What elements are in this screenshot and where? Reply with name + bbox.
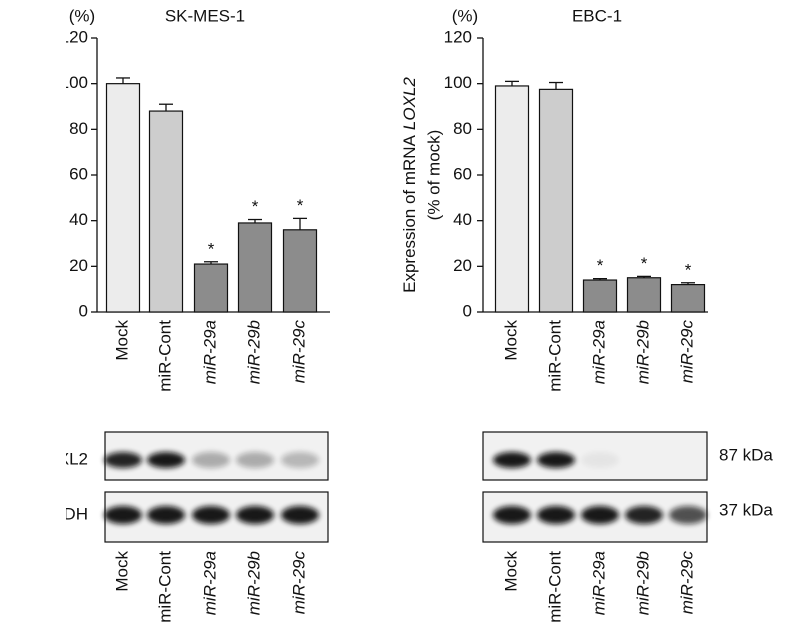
y-tick-label: 60 xyxy=(453,164,472,183)
error-bar xyxy=(293,217,307,230)
error-bar xyxy=(549,81,563,90)
y-axis-label-part: LOXL2 xyxy=(400,77,419,130)
blot-band xyxy=(192,452,230,468)
blot-band xyxy=(493,506,531,524)
blot-band xyxy=(581,452,619,468)
blot-band xyxy=(192,506,230,524)
y-tick-label: 100 xyxy=(444,73,472,92)
blot-band xyxy=(537,506,575,524)
bar xyxy=(282,229,318,313)
error-bar xyxy=(204,261,218,265)
significance-mark: * xyxy=(252,197,259,216)
bar xyxy=(538,88,574,313)
blot-band xyxy=(537,452,575,468)
x-tick-label: miR-29c xyxy=(677,320,696,384)
x-tick-label: miR-29b xyxy=(633,320,652,384)
x-tick-label: miR-Cont xyxy=(155,320,174,392)
blot-band xyxy=(236,506,274,524)
x-tick-label: Mock xyxy=(501,320,520,361)
blot-band xyxy=(147,452,185,468)
significance-mark: * xyxy=(597,256,604,275)
content: SK-MES-1 (%) 0 20 40 60 80 100 120 Mock miR-Cont * m… xyxy=(28,6,773,623)
blot-band xyxy=(281,506,319,524)
lane-label: miR-29b xyxy=(633,551,652,615)
y-unit: (%) xyxy=(452,6,478,25)
x-tick-label: miR-29c xyxy=(289,320,308,384)
y-tick-label: 20 xyxy=(453,256,472,275)
bar xyxy=(105,83,141,313)
significance-mark: * xyxy=(297,196,304,215)
blot-band xyxy=(493,452,531,468)
lane-label: miR-29a xyxy=(200,551,219,615)
x-tick-label: miR-Cont xyxy=(545,320,564,392)
lane-label: miR-29b xyxy=(244,551,263,615)
blot-band xyxy=(625,506,663,524)
y-tick-label: 20 xyxy=(69,256,88,275)
x-tick-label: miR-29a xyxy=(200,320,219,384)
blot-band xyxy=(147,506,185,524)
error-bar xyxy=(637,275,651,278)
blot-band xyxy=(104,506,142,524)
blot-label: GAPDH xyxy=(28,504,88,523)
significance-mark: * xyxy=(641,254,648,273)
blot-band xyxy=(236,452,274,468)
y-axis-label: Expression of mRNA LOXL2 xyxy=(400,77,419,293)
y-tick-label: 40 xyxy=(453,210,472,229)
lane-label: Mock xyxy=(501,551,520,592)
lane-label: miR-Cont xyxy=(155,551,174,623)
blot-band xyxy=(104,452,142,468)
blot-band xyxy=(281,452,319,468)
bar xyxy=(193,263,229,313)
y-tick-label: 0 xyxy=(79,301,88,320)
y-tick-label: 120 xyxy=(60,27,88,46)
bar xyxy=(582,279,618,313)
x-tick-label: miR-29b xyxy=(244,320,263,384)
blot-label: 37 kDa xyxy=(719,500,773,519)
lane-label: miR-29c xyxy=(289,551,308,615)
blot-label: LOXL2 xyxy=(35,449,88,468)
lane-label: miR-29a xyxy=(589,551,608,615)
y-tick-label: 40 xyxy=(69,210,88,229)
y-tick-label: 0 xyxy=(463,301,472,320)
bar xyxy=(670,284,706,313)
significance-mark: * xyxy=(685,260,692,279)
significance-mark: * xyxy=(208,239,215,258)
x-tick-label: Mock xyxy=(112,320,131,361)
y-unit: (%) xyxy=(69,6,95,25)
bar xyxy=(626,277,662,313)
x-tick-label: miR-29a xyxy=(589,320,608,384)
chart-title: EBC-1 xyxy=(572,6,622,25)
y-tick-label: 120 xyxy=(444,27,472,46)
bar xyxy=(237,222,273,313)
y-tick-label: 80 xyxy=(69,119,88,138)
y-axis-sublabel: (% of mock) xyxy=(424,130,443,221)
blot-band xyxy=(669,506,707,524)
bar xyxy=(494,85,530,313)
chart-title: SK-MES-1 xyxy=(165,6,245,25)
y-tick-label: 60 xyxy=(69,164,88,183)
y-tick-label: 100 xyxy=(60,73,88,92)
lane-label: Mock xyxy=(112,551,131,592)
lane-label: miR-29c xyxy=(677,551,696,615)
bar xyxy=(148,110,184,313)
blot-band xyxy=(581,506,619,524)
lane-label: miR-Cont xyxy=(545,551,564,623)
error-bar xyxy=(681,282,695,285)
error-bar xyxy=(159,103,173,112)
blot-label: 87 kDa xyxy=(719,445,773,464)
error-bar xyxy=(248,218,262,223)
error-bar xyxy=(505,80,519,86)
error-bar xyxy=(116,77,130,84)
error-bar xyxy=(593,278,607,281)
y-tick-label: 80 xyxy=(453,119,472,138)
y-axis-label-part: Expression of mRNA xyxy=(400,134,419,292)
